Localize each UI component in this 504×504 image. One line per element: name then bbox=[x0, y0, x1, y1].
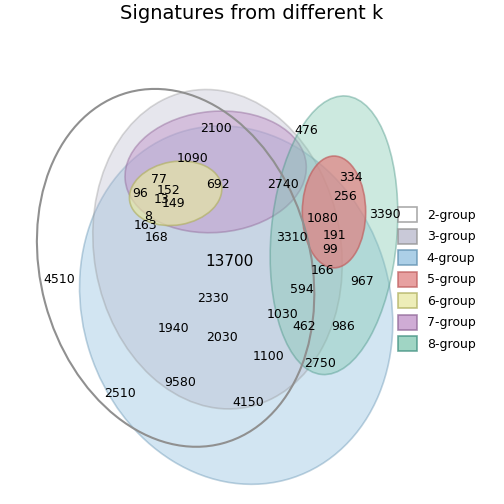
Text: 168: 168 bbox=[145, 231, 169, 243]
Text: 96: 96 bbox=[133, 187, 148, 200]
Text: 986: 986 bbox=[332, 320, 355, 333]
Text: 4150: 4150 bbox=[232, 397, 264, 409]
Text: 2750: 2750 bbox=[304, 357, 336, 370]
Ellipse shape bbox=[125, 111, 306, 233]
Text: 2100: 2100 bbox=[200, 121, 231, 135]
Text: 2740: 2740 bbox=[267, 177, 298, 191]
Text: 1100: 1100 bbox=[253, 350, 285, 363]
Text: 163: 163 bbox=[134, 219, 158, 232]
Title: Signatures from different k: Signatures from different k bbox=[120, 4, 384, 23]
Text: 967: 967 bbox=[350, 275, 374, 288]
Text: 594: 594 bbox=[289, 283, 313, 296]
Text: 462: 462 bbox=[292, 320, 316, 333]
Text: 4510: 4510 bbox=[43, 274, 75, 286]
Text: 1090: 1090 bbox=[176, 152, 208, 165]
Ellipse shape bbox=[80, 126, 393, 484]
Text: 692: 692 bbox=[206, 177, 229, 191]
Text: 476: 476 bbox=[294, 124, 318, 138]
Text: 13: 13 bbox=[154, 194, 169, 206]
Text: 3390: 3390 bbox=[369, 208, 401, 221]
Text: 1940: 1940 bbox=[158, 322, 190, 335]
Ellipse shape bbox=[302, 156, 366, 268]
Text: 3310: 3310 bbox=[276, 231, 308, 243]
Text: 166: 166 bbox=[311, 264, 335, 277]
Text: 334: 334 bbox=[339, 171, 362, 184]
Text: 1080: 1080 bbox=[307, 212, 339, 225]
Ellipse shape bbox=[270, 96, 398, 374]
Text: 13700: 13700 bbox=[206, 254, 254, 269]
Text: 152: 152 bbox=[156, 184, 180, 197]
Ellipse shape bbox=[93, 90, 342, 409]
Text: 77: 77 bbox=[151, 173, 167, 186]
Text: 191: 191 bbox=[322, 229, 346, 242]
Text: 8: 8 bbox=[144, 210, 152, 223]
Text: 99: 99 bbox=[323, 243, 338, 256]
Text: 2510: 2510 bbox=[104, 387, 136, 400]
Legend: 2-group, 3-group, 4-group, 5-group, 6-group, 7-group, 8-group: 2-group, 3-group, 4-group, 5-group, 6-gr… bbox=[393, 202, 480, 356]
Text: 149: 149 bbox=[162, 197, 185, 210]
Text: 2030: 2030 bbox=[206, 331, 238, 344]
Text: 1030: 1030 bbox=[267, 308, 298, 321]
Ellipse shape bbox=[130, 161, 222, 226]
Text: 9580: 9580 bbox=[164, 376, 196, 389]
Text: 256: 256 bbox=[333, 190, 357, 203]
Text: 2330: 2330 bbox=[197, 292, 229, 305]
